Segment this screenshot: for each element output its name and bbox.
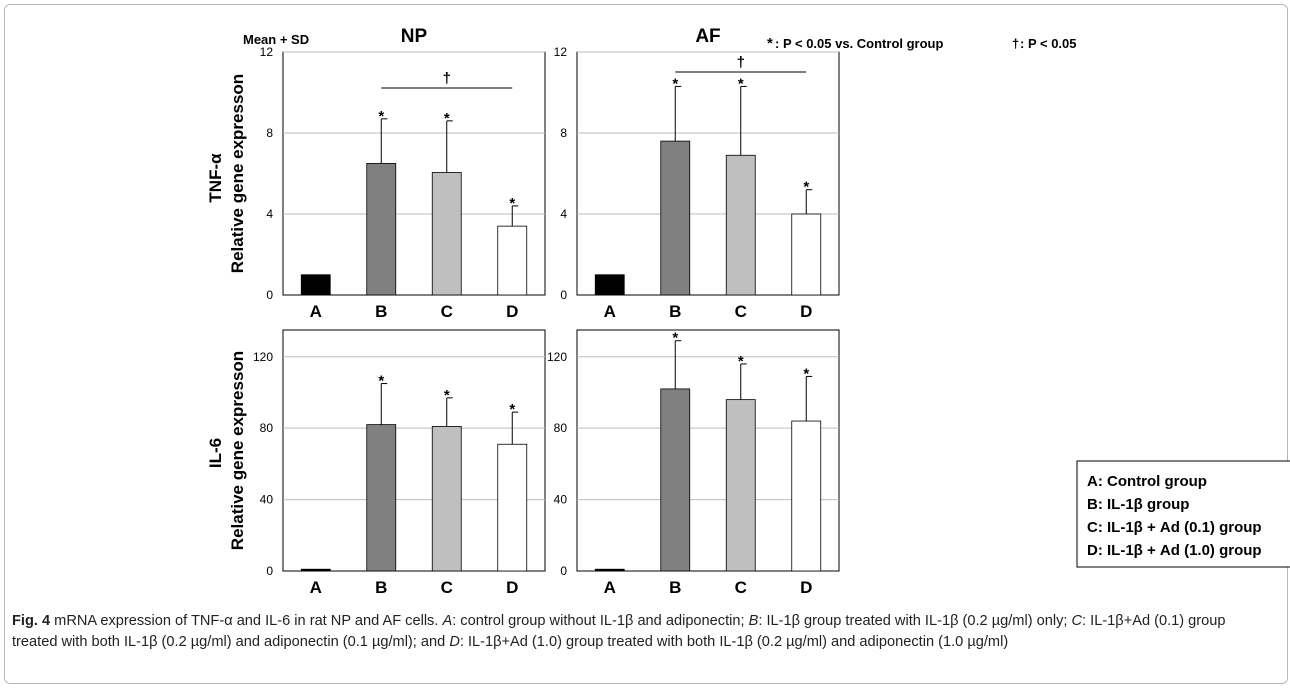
y-tick-label: 8	[560, 126, 567, 140]
significance-dagger: †	[1012, 36, 1019, 51]
legend-item-b: B: IL-1β group	[1087, 496, 1189, 513]
bar-a	[300, 274, 331, 296]
bar-d	[497, 225, 528, 296]
bar-b	[366, 162, 397, 296]
significance-star-c: *	[738, 353, 744, 370]
dagger-label: †	[737, 54, 745, 71]
caption-segment: : IL-1β+Ad (1.0) group treated with both…	[459, 634, 1009, 650]
x-tick-label: A	[604, 578, 616, 597]
x-tick-label: C	[441, 578, 453, 597]
legend: A: Control group B: IL-1β group C: IL-1β…	[1076, 460, 1290, 568]
caption-segment: : IL-1β+Ad (0.1) group treated with both…	[12, 613, 1226, 650]
x-tick-label: D	[506, 302, 518, 321]
x-tick-label: C	[441, 302, 453, 321]
x-tick-label: B	[375, 578, 387, 597]
caption-segment: : IL-1β group treated with IL-1β (0.2 µg…	[758, 613, 1072, 629]
significance-star-d: *	[509, 195, 515, 212]
chart-panel-0: 0 4 8 12 A * B * C * D † NP Relative gene expresson	[228, 26, 546, 321]
bar-a	[300, 568, 331, 572]
y-tick-label: 8	[266, 126, 273, 140]
x-tick-label: D	[506, 578, 518, 597]
significance-star-d: *	[803, 179, 809, 196]
bar-b	[660, 140, 691, 296]
y-axis-label: Relative gene expresson	[228, 351, 247, 550]
caption-segment: B	[748, 613, 759, 629]
row-label-tnf: TNF-α	[206, 153, 225, 203]
figure-chart: Mean + SD * : P < 0.05 vs. Control group…	[206, 26, 1290, 597]
caption-segment: A	[442, 613, 453, 629]
chart-panel-1: 0 4 8 12 A * B * C * D † AF	[554, 26, 840, 321]
figure-frame	[4, 4, 1288, 684]
y-tick-label: 0	[266, 288, 273, 302]
mean-sd-label: Mean + SD	[243, 32, 309, 47]
bar-d	[791, 213, 822, 296]
x-tick-label: A	[604, 302, 616, 321]
y-tick-label: 0	[266, 564, 273, 578]
x-tick-label: D	[800, 302, 812, 321]
caption-label: Fig. 4	[12, 613, 51, 629]
row-label-il6: IL-6	[206, 438, 225, 468]
caption-text: mRNA expression of TNF-α and IL-6 in rat…	[12, 613, 1226, 650]
caption-segment: : control group without IL-1β and adipon…	[452, 613, 749, 629]
y-tick-label: 0	[560, 564, 567, 578]
y-tick-label: 40	[260, 493, 274, 507]
x-tick-label: A	[310, 578, 322, 597]
x-tick-label: B	[669, 302, 681, 321]
y-tick-label: 12	[260, 45, 274, 59]
bar-a	[594, 274, 625, 296]
significance-star-c: *	[444, 387, 450, 404]
chart-panel-2: 0 40 80 120 A * B * C * D Relative gene expresson	[228, 329, 546, 597]
significance-note-2: : P < 0.05	[1020, 36, 1077, 51]
significance-star-b: *	[672, 330, 678, 347]
y-tick-label: 80	[260, 421, 274, 435]
bar-c	[431, 425, 462, 572]
x-tick-label: C	[735, 578, 747, 597]
legend-box	[1076, 460, 1290, 568]
y-tick-label: 120	[547, 350, 567, 364]
y-tick-label: 80	[554, 421, 568, 435]
bar-c	[725, 154, 756, 296]
x-tick-label: B	[669, 578, 681, 597]
x-tick-label: B	[375, 302, 387, 321]
significance-star-d: *	[803, 365, 809, 382]
bar-d	[791, 420, 822, 572]
x-tick-label: C	[735, 302, 747, 321]
x-tick-label: D	[800, 578, 812, 597]
bar-b	[366, 424, 397, 572]
legend-item-a: A: Control group	[1087, 473, 1207, 490]
panel-title: NP	[401, 26, 428, 47]
significance-star-b: *	[672, 75, 678, 92]
caption-segment: D	[449, 634, 460, 650]
dagger-label: †	[443, 70, 451, 87]
y-tick-label: 12	[554, 45, 568, 59]
bar-a	[594, 568, 625, 572]
y-tick-label: 4	[560, 207, 567, 221]
significance-star-c: *	[738, 75, 744, 92]
y-tick-label: 120	[253, 350, 273, 364]
legend-item-d: D: IL-1β + Ad (1.0) group	[1087, 542, 1262, 559]
y-tick-label: 4	[266, 207, 273, 221]
significance-star-c: *	[444, 110, 450, 127]
bar-c	[431, 172, 462, 296]
bar-b	[660, 388, 691, 572]
x-tick-label: A	[310, 302, 322, 321]
figure-caption: Fig. 4 mRNA expression of TNF-α and IL-6…	[12, 611, 1274, 653]
caption-segment: C	[1071, 613, 1083, 629]
significance-star: *	[767, 35, 773, 52]
significance-star-b: *	[378, 373, 384, 390]
significance-star-b: *	[378, 108, 384, 125]
bar-c	[725, 399, 756, 572]
y-tick-label: 40	[554, 493, 568, 507]
significance-star-d: *	[509, 401, 515, 418]
significance-note: : P < 0.05 vs. Control group	[775, 36, 943, 51]
y-axis-label: Relative gene expresson	[228, 74, 247, 273]
panel-title: AF	[695, 26, 720, 47]
bar-d	[497, 443, 528, 572]
caption-segment: mRNA expression of TNF-α and IL-6 in rat…	[50, 613, 443, 629]
chart-panel-3: 0 40 80 120 A * B * C * D	[547, 329, 840, 597]
y-tick-label: 0	[560, 288, 567, 302]
legend-item-c: C: IL-1β + Ad (0.1) group	[1087, 519, 1262, 536]
